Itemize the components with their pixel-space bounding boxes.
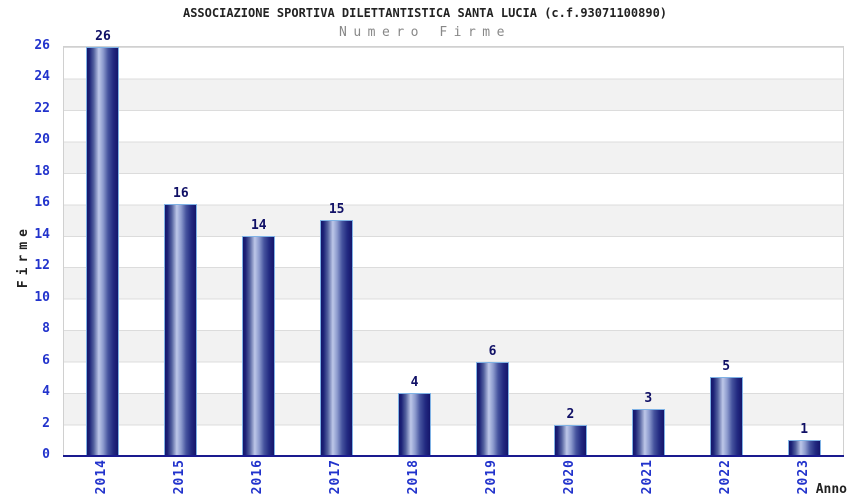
bar-group-2023: 1 [765, 47, 843, 456]
bar-group-2015: 16 [142, 47, 220, 456]
x-tick-label: 2023 [795, 459, 811, 495]
bar-value-label: 3 [644, 390, 653, 406]
y-tick-label: 6 [42, 352, 50, 368]
y-tick-label: 20 [34, 132, 50, 148]
bar-value-label: 2 [566, 406, 575, 422]
x-tick-label: 2017 [328, 459, 344, 495]
bar-2015 [164, 204, 198, 456]
bar-group-2020: 2 [531, 47, 609, 456]
y-tick-label: 26 [34, 38, 50, 53]
y-tick-label: 18 [34, 163, 50, 179]
x-tick-cell: 2015 [141, 459, 219, 500]
x-tick-cell: 2014 [63, 459, 141, 500]
bar-2014 [86, 47, 120, 456]
y-tick-label: 2 [42, 415, 50, 431]
x-axis-line [63, 455, 844, 457]
x-tick-label: 2014 [94, 459, 110, 495]
bar-value-label: 14 [250, 217, 267, 233]
bar-value-label: 6 [488, 343, 497, 359]
x-tick-label: 2022 [717, 459, 733, 495]
x-axis-title: Anno [815, 482, 847, 497]
bar-2023 [787, 440, 821, 456]
x-tick-cell: 2020 [530, 459, 608, 500]
y-axis-tick-labels: 0 2 4 6 8 10 12 14 16 18 20 22 24 26 [0, 38, 50, 462]
x-tick-cell: 2016 [219, 459, 297, 500]
bar-2022 [709, 377, 743, 456]
y-tick-label: 16 [34, 195, 50, 211]
x-axis-tick-labels: 2014 2015 2016 2017 2018 2019 2020 2021 2022 2023 [63, 459, 842, 500]
bars-layer: 26 16 14 15 4 6 2 3 5 1 [64, 30, 843, 456]
y-tick-label: 12 [34, 258, 50, 274]
x-tick-label: 2018 [406, 459, 422, 495]
x-tick-cell: 2021 [608, 459, 686, 500]
chart-title: ASSOCIAZIONE SPORTIVA DILETTANTISTICA SA… [182, 6, 668, 20]
bar-2021 [631, 408, 665, 456]
bar-2016 [242, 235, 276, 456]
bar-group-2021: 3 [609, 47, 687, 456]
x-tick-label: 2021 [639, 459, 655, 495]
y-tick-label: 10 [34, 289, 50, 305]
bar-group-2022: 5 [687, 47, 765, 456]
bar-value-label: 4 [410, 375, 419, 391]
y-tick-label: 14 [34, 226, 50, 242]
y-tick-label: 8 [42, 321, 50, 337]
bar-2017 [320, 220, 354, 456]
bar-value-label: 1 [800, 422, 809, 438]
bar-group-2018: 4 [376, 47, 454, 456]
x-tick-cell: 2018 [375, 459, 453, 500]
bar-value-label: 15 [328, 202, 345, 218]
x-tick-label: 2019 [483, 459, 499, 495]
bar-group-2014: 26 [64, 30, 142, 456]
x-tick-label: 2016 [250, 459, 266, 495]
x-tick-cell: 2017 [297, 459, 375, 500]
bar-2020 [553, 424, 587, 456]
bar-value-label: 26 [95, 29, 111, 44]
x-tick-cell: 2022 [686, 459, 764, 500]
bar-group-2016: 14 [220, 47, 298, 456]
bar-group-2019: 6 [454, 47, 532, 456]
y-tick-label: 22 [34, 100, 50, 116]
x-tick-label: 2020 [561, 459, 577, 495]
bar-value-label: 16 [173, 186, 189, 202]
x-tick-cell: 2019 [453, 459, 531, 500]
bar-value-label: 5 [722, 359, 731, 375]
x-tick-label: 2015 [172, 459, 188, 495]
y-tick-label: 24 [34, 69, 50, 85]
y-tick-label: 0 [42, 447, 50, 462]
y-tick-label: 4 [42, 384, 50, 400]
bar-2018 [398, 393, 432, 456]
bar-2019 [475, 361, 509, 456]
chart-subtitle: Numero Firme [339, 25, 511, 40]
bar-group-2017: 15 [298, 47, 376, 456]
plot-area: 26 16 14 15 4 6 2 3 5 1 [63, 30, 844, 457]
